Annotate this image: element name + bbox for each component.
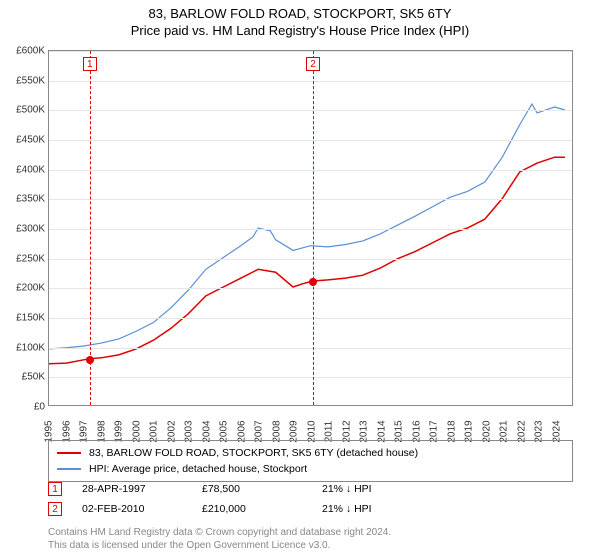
y-tick-label: £500K (3, 105, 45, 116)
footer-line-2: This data is licensed under the Open Gov… (48, 539, 391, 552)
y-tick-label: £350K (3, 194, 45, 205)
footer-line-1: Contains HM Land Registry data © Crown c… (48, 526, 391, 539)
sale-vline (313, 51, 314, 405)
title-block: 83, BARLOW FOLD ROAD, STOCKPORT, SK5 6TY… (0, 0, 600, 38)
series-line (49, 157, 565, 364)
y-tick-label: £150K (3, 313, 45, 324)
gridline-h (49, 288, 572, 289)
y-tick-label: £600K (3, 46, 45, 57)
footer: Contains HM Land Registry data © Crown c… (48, 526, 391, 552)
gridline-h (49, 51, 572, 52)
legend: 83, BARLOW FOLD ROAD, STOCKPORT, SK5 6TY… (48, 440, 573, 482)
sales-price-2: £210,000 (202, 503, 302, 515)
sale-marker-box: 1 (83, 57, 97, 71)
sales-row-1: 1 28-APR-1997 £78,500 21% ↓ HPI (48, 482, 573, 496)
sales-num-2: 2 (48, 502, 62, 516)
legend-swatch-hpi (57, 468, 81, 470)
sale-point (86, 356, 94, 364)
sales-date-1: 28-APR-1997 (82, 483, 182, 495)
sale-vline (90, 51, 91, 405)
chart-svg (49, 51, 572, 405)
chart-area: £0£50K£100K£150K£200K£250K£300K£350K£400… (48, 50, 573, 406)
sales-table: 1 28-APR-1997 £78,500 21% ↓ HPI 2 02-FEB… (48, 482, 573, 522)
sales-num-1: 1 (48, 482, 62, 496)
gridline-h (49, 318, 572, 319)
gridline-h (49, 110, 572, 111)
sale-point (309, 278, 317, 286)
legend-row-property: 83, BARLOW FOLD ROAD, STOCKPORT, SK5 6TY… (57, 445, 564, 461)
sales-price-1: £78,500 (202, 483, 302, 495)
title-main: 83, BARLOW FOLD ROAD, STOCKPORT, SK5 6TY (0, 6, 600, 21)
gridline-h (49, 170, 572, 171)
gridline-h (49, 229, 572, 230)
y-tick-label: £0 (3, 402, 45, 413)
legend-label-property: 83, BARLOW FOLD ROAD, STOCKPORT, SK5 6TY… (89, 445, 418, 461)
sales-date-2: 02-FEB-2010 (82, 503, 182, 515)
sales-delta-1: 21% ↓ HPI (322, 483, 422, 495)
gridline-h (49, 81, 572, 82)
gridline-h (49, 259, 572, 260)
y-tick-label: £450K (3, 135, 45, 146)
sale-marker-box: 2 (306, 57, 320, 71)
sales-delta-2: 21% ↓ HPI (322, 503, 422, 515)
chart-container: 83, BARLOW FOLD ROAD, STOCKPORT, SK5 6TY… (0, 0, 600, 560)
y-tick-label: £200K (3, 283, 45, 294)
gridline-h (49, 199, 572, 200)
gridline-h (49, 377, 572, 378)
legend-swatch-property (57, 452, 81, 454)
y-tick-label: £400K (3, 164, 45, 175)
gridline-h (49, 140, 572, 141)
y-tick-label: £100K (3, 342, 45, 353)
sales-row-2: 2 02-FEB-2010 £210,000 21% ↓ HPI (48, 502, 573, 516)
title-sub: Price paid vs. HM Land Registry's House … (0, 23, 600, 38)
y-tick-label: £250K (3, 253, 45, 264)
y-tick-label: £50K (3, 372, 45, 383)
gridline-h (49, 348, 572, 349)
y-tick-label: £550K (3, 75, 45, 86)
legend-label-hpi: HPI: Average price, detached house, Stoc… (89, 461, 307, 477)
y-tick-label: £300K (3, 224, 45, 235)
legend-row-hpi: HPI: Average price, detached house, Stoc… (57, 461, 564, 477)
